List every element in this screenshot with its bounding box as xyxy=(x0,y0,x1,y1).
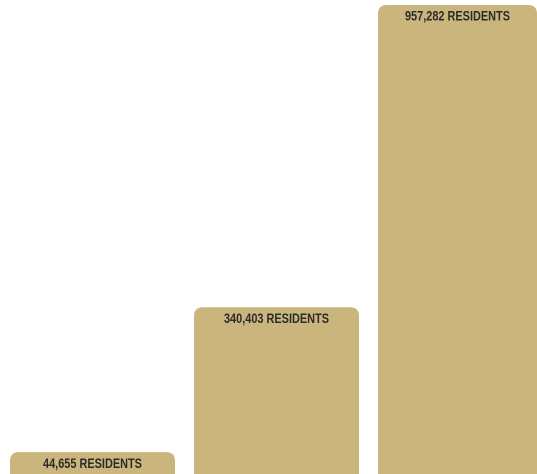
bar xyxy=(10,452,175,474)
bar xyxy=(194,307,359,474)
value-label: 44,655 RESIDENTS xyxy=(43,455,142,471)
bar xyxy=(378,5,537,474)
value-label: 957,282 RESIDENTS xyxy=(405,8,510,24)
value-label: 340,403 RESIDENTS xyxy=(224,310,329,326)
